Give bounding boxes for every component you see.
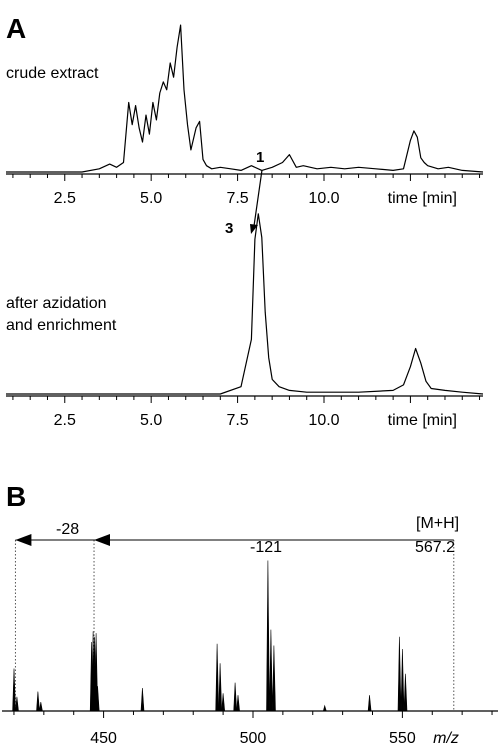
chromatogram-crude-extract: 2.5 5.0 7.5 10.0 time [min]: [6, 24, 484, 207]
enriched-x-tick-label: 7.5: [226, 412, 248, 429]
peak-arrow-head: [250, 224, 258, 234]
loss-121-arrow-head: [94, 534, 110, 546]
ms-x-axis-label: m/z: [433, 730, 459, 747]
enriched-trace-line: [6, 213, 484, 395]
crude-x-tick-label: 2.5: [54, 190, 76, 207]
ms-peak: [140, 687, 145, 712]
ms-peak: [367, 695, 372, 712]
ms-x-tick-label: 500: [240, 730, 267, 747]
crude-x-axis-label: time [min]: [388, 190, 457, 207]
ms-peak: [266, 560, 270, 712]
ms-peak: [236, 695, 240, 712]
ms-peak: [233, 682, 238, 712]
ms-peak: [400, 648, 405, 712]
ion-mz-label: 567.2: [415, 539, 455, 556]
crude-x-tick-label: 5.0: [140, 190, 162, 207]
ms-peak: [403, 673, 408, 712]
enriched-x-tick-label: 10.0: [308, 412, 339, 429]
peak-marker-3: 3: [225, 220, 233, 237]
ms-peak: [12, 668, 16, 712]
loss-28-label: -28: [56, 521, 79, 538]
crude-trace-line: [6, 24, 484, 173]
ms-peak: [269, 629, 273, 712]
enriched-x-tick-label: 5.0: [140, 412, 162, 429]
crude-x-tick-label: 7.5: [226, 190, 248, 207]
chromatogram-after-enrichment: 2.5 5.0 7.5 10.0 time [min]: [6, 213, 484, 429]
mass-spectrum: 450 500 550 m/z: [2, 534, 498, 747]
ms-peak: [221, 693, 226, 712]
lower-trace-label-line1: after azidation: [6, 295, 107, 312]
enriched-x-tick-label: 2.5: [54, 412, 76, 429]
loss-121-label: -121: [250, 539, 282, 556]
panel-a-letter: A: [6, 13, 26, 44]
crude-x-tick-label: 10.0: [308, 190, 339, 207]
ms-peak: [215, 643, 220, 712]
ms-x-tick-label: 450: [90, 730, 117, 747]
panel-b-letter: B: [6, 481, 26, 512]
ms-x-tick-label: 550: [389, 730, 416, 747]
upper-trace-label: crude extract: [6, 65, 99, 82]
enriched-x-axis-label: time [min]: [388, 412, 457, 429]
ms-peak: [397, 636, 402, 712]
peak-arrow-shaft: [253, 169, 263, 227]
ms-peak: [322, 704, 327, 712]
ion-label: [M+H]: [416, 515, 459, 532]
ms-peak: [218, 663, 223, 712]
ms-peak: [95, 686, 100, 712]
ms-peak: [39, 702, 43, 712]
peak-marker-1: 1: [256, 149, 264, 166]
lower-trace-label-line2: and enrichment: [6, 317, 117, 334]
ms-peak: [15, 696, 19, 712]
ms-peak: [272, 645, 276, 712]
loss-28-arrow-head: [15, 534, 32, 546]
ms-peak: [36, 691, 40, 712]
